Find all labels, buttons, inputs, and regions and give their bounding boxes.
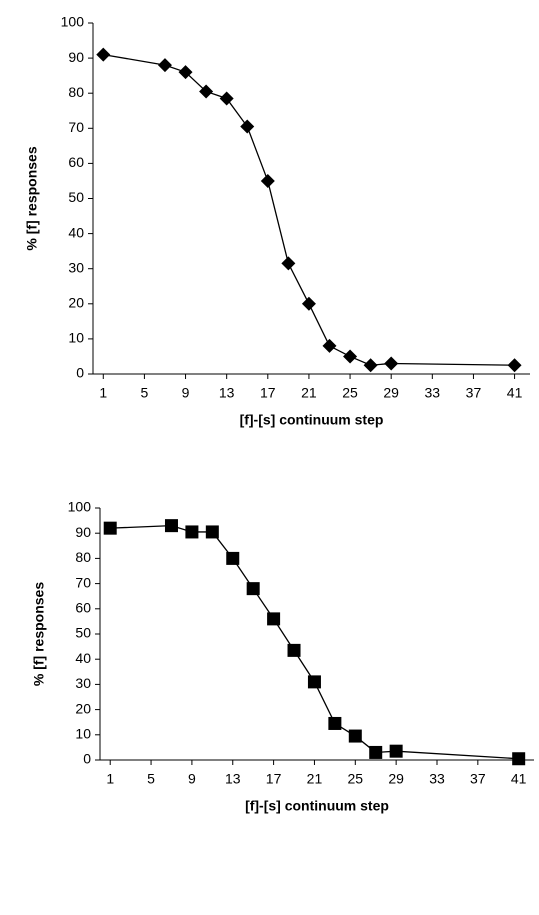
- marker: [267, 612, 281, 626]
- x-tick-label: 17: [260, 385, 276, 401]
- x-tick-label: 9: [188, 771, 196, 787]
- x-tick-label: 29: [383, 385, 399, 401]
- marker: [322, 338, 337, 353]
- marker: [384, 356, 399, 371]
- y-tick-label: 0: [83, 751, 91, 767]
- x-tick-label: 25: [348, 771, 364, 787]
- marker: [246, 582, 260, 596]
- marker: [226, 551, 240, 565]
- y-tick-label: 50: [75, 625, 91, 641]
- marker: [260, 173, 275, 188]
- marker: [348, 729, 362, 743]
- marker: [389, 744, 403, 758]
- x-tick-label: 1: [99, 385, 107, 401]
- marker: [287, 643, 301, 657]
- marker: [328, 716, 342, 730]
- marker: [96, 47, 111, 62]
- marker: [369, 745, 383, 759]
- y-tick-label: 60: [68, 154, 84, 170]
- x-tick-label: 1: [106, 771, 114, 787]
- y-tick-label: 100: [61, 14, 85, 30]
- x-tick-label: 5: [141, 385, 149, 401]
- marker: [199, 84, 214, 99]
- x-tick-label: 41: [507, 385, 523, 401]
- x-tick-label: 41: [511, 771, 527, 787]
- x-axis-label: [f]-[s] continuum step: [245, 798, 389, 814]
- data-line: [103, 53, 515, 366]
- y-tick-label: 40: [68, 224, 84, 240]
- y-tick-label: 80: [68, 84, 84, 100]
- marker: [103, 521, 117, 535]
- marker: [185, 525, 199, 539]
- marker: [219, 91, 234, 106]
- marker: [205, 525, 219, 539]
- x-tick-label: 13: [219, 385, 235, 401]
- y-tick-label: 80: [75, 549, 91, 565]
- y-tick-label: 90: [68, 49, 84, 65]
- marker: [164, 519, 178, 533]
- x-tick-label: 21: [301, 385, 317, 401]
- x-tick-label: 9: [182, 385, 190, 401]
- marker: [281, 256, 296, 271]
- y-tick-label: 60: [75, 600, 91, 616]
- data-line: [110, 524, 519, 760]
- marker: [512, 752, 526, 766]
- marker: [178, 65, 193, 80]
- y-tick-label: 30: [75, 675, 91, 691]
- marker: [507, 358, 522, 373]
- x-tick-label: 21: [307, 771, 323, 787]
- x-tick-label: 37: [466, 385, 482, 401]
- x-tick-label: 25: [342, 385, 358, 401]
- y-tick-label: 20: [75, 700, 91, 716]
- x-tick-label: 33: [425, 385, 441, 401]
- y-tick-label: 100: [68, 499, 92, 515]
- y-tick-label: 90: [75, 524, 91, 540]
- x-tick-label: 33: [429, 771, 445, 787]
- x-tick-label: 17: [266, 771, 282, 787]
- marker: [363, 358, 378, 373]
- marker: [307, 675, 321, 689]
- marker: [301, 296, 316, 311]
- y-axis-label: % [f] responses: [24, 146, 40, 250]
- x-tick-label: 5: [147, 771, 155, 787]
- marker: [240, 119, 255, 134]
- y-tick-label: 30: [68, 259, 84, 275]
- y-tick-label: 10: [75, 726, 91, 742]
- y-tick-label: 70: [75, 574, 91, 590]
- marker: [157, 58, 172, 73]
- y-tick-label: 40: [75, 650, 91, 666]
- x-tick-label: 13: [225, 771, 241, 787]
- x-axis-label: [f]-[s] continuum step: [240, 412, 384, 428]
- y-tick-label: 10: [68, 330, 84, 346]
- y-tick-label: 70: [68, 119, 84, 135]
- x-tick-label: 29: [388, 771, 404, 787]
- y-tick-label: 0: [76, 365, 84, 381]
- y-axis-label: % [f] responses: [31, 582, 47, 686]
- x-tick-label: 37: [470, 771, 486, 787]
- y-tick-label: 20: [68, 295, 84, 311]
- y-tick-label: 50: [68, 189, 84, 205]
- marker: [343, 349, 358, 364]
